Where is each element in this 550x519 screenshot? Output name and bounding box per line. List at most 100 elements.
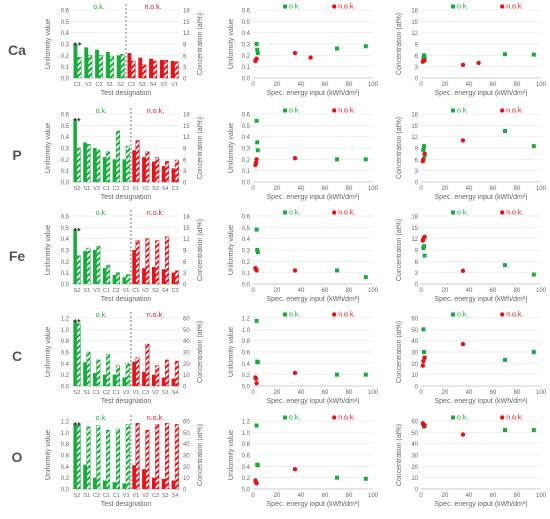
uniformity-scatter-p-y-axis-tick-6: 0.6 xyxy=(242,113,251,119)
bar-chart-ca-category-0: C1 xyxy=(74,82,81,88)
concentration-scatter-fe-legend-nok-marker xyxy=(500,210,505,215)
uniformity-scatter-p-x-tick-0: 0 xyxy=(251,186,255,192)
concentration-scatter-fe-point-nok-3 xyxy=(460,268,466,273)
bar-chart-fe-category-6: C1 xyxy=(132,288,139,294)
bar-chart-ca-concentration-bar-3 xyxy=(109,55,114,79)
uniformity-scatter-c-y-axis-tick-3: 0.6 xyxy=(242,351,251,357)
bar-chart-fe-ylabel-right: Concentration (at%) xyxy=(197,219,204,281)
uniformity-scatter-p-legend-nok-marker xyxy=(332,108,337,113)
bar-chart-p-label-nok: n.o.k. xyxy=(147,108,164,115)
bar-chart-o-uniformity-bar-5 xyxy=(122,483,126,489)
concentration-scatter-p-x-tick-5: 100 xyxy=(536,186,547,192)
uniformity-scatter-o-point-nok-3 xyxy=(292,466,298,472)
concentration-scatter-fe-y-axis-tick-6: 18 xyxy=(411,215,418,221)
bar-chart-p-xlabel: Test designation xyxy=(101,194,152,201)
concentration-scatter-p-legend-ok-label: o.k. xyxy=(457,108,468,115)
bar-chart-o-category-9: S3 xyxy=(162,493,169,499)
bar-chart-o-concentration-bar-2 xyxy=(96,425,101,490)
uniformity-scatter-fe-point-nok-2 xyxy=(254,268,259,273)
bar-chart-ca-left-axis-tick-5: 0.5 xyxy=(61,20,70,26)
bar-chart-ca-concentration-bar-5 xyxy=(131,60,136,79)
concentration-scatter-p-y-axis-tick-6: 18 xyxy=(411,113,418,119)
concentration-scatter-c-point-ok-4 xyxy=(531,350,536,354)
concentration-scatter-p-legend-nok-marker xyxy=(500,108,505,113)
bar-chart-p-concentration-bar-3 xyxy=(106,151,111,183)
concentration-scatter-p-legend-ok-marker xyxy=(451,108,455,113)
uniformity-scatter-fe-y-axis-tick-5: 0.5 xyxy=(242,226,251,232)
bar-chart-fe-left-axis-tick-6: 0.6 xyxy=(61,215,70,221)
bar-chart-fe-concentration-bar-10 xyxy=(174,270,179,285)
bar-chart-p-uniformity-bar-3 xyxy=(102,157,107,182)
uniformity-scatter-ca-y-axis-tick-2: 0.2 xyxy=(242,54,251,60)
bar-chart-ca-uniformity-bar-3 xyxy=(105,51,110,78)
bar-chart-o-uniformity-bar-3 xyxy=(102,480,107,489)
concentration-scatter-p-x-tick-0: 0 xyxy=(419,186,423,192)
bar-chart-ca-uniformity-bar-6 xyxy=(138,57,143,78)
uniformity-scatter-fe-x-tick-0: 0 xyxy=(251,288,255,294)
uniformity-scatter-fe-y-axis-tick-4: 0.4 xyxy=(242,237,251,243)
concentration-scatter-o-y-axis-tick-6: 60 xyxy=(411,420,418,426)
bar-chart-ca-uniformity-bar-9 xyxy=(170,61,175,78)
concentration-scatter-o-y-axis-tick-3: 30 xyxy=(411,454,418,460)
concentration-scatter-o-point-ok-3 xyxy=(503,428,507,433)
concentration-scatter-c-point-ok-1 xyxy=(422,350,426,354)
bar-chart-c-category-10: S4 xyxy=(172,390,179,396)
bar-chart-p-left-arrow-icon xyxy=(73,117,76,122)
bar-chart-fe-left-axis-tick-5: 0.5 xyxy=(61,226,70,232)
uniformity-scatter-c-point-ok-0 xyxy=(254,318,259,323)
bar-chart-fe-left-axis-tick-3: 0.3 xyxy=(61,249,70,255)
bar-chart-c-uniformity-bar-0 xyxy=(73,320,77,386)
concentration-scatter-p-point-ok-1 xyxy=(422,144,426,149)
bar-chart-c-uniformity-bar-10 xyxy=(171,378,176,386)
uniformity-scatter-o-legend-nok-marker xyxy=(332,415,337,420)
uniformity-scatter-fe-y-axis-tick-6: 0.6 xyxy=(242,215,251,221)
uniformity-scatter-ca-y-axis-tick-5: 0.5 xyxy=(242,20,251,26)
bar-chart-fe-right-axis-tick-4: 12 xyxy=(183,237,190,243)
bar-chart-o-category-0: S2 xyxy=(74,493,81,499)
uniformity-scatter-fe-y-axis-tick-3: 0.3 xyxy=(242,249,251,255)
concentration-scatter-fe-y-axis-tick-0: 0 xyxy=(415,283,419,289)
bar-chart-fe-label-ok: o.k. xyxy=(96,210,107,217)
bar-chart-fe-right-axis-tick-6: 18 xyxy=(183,215,190,221)
bar-chart-p-concentration-bar-7 xyxy=(145,151,150,183)
bar-chart-ca-left-axis-tick-6: 0.6 xyxy=(61,9,70,15)
row-label-fe: Fe xyxy=(8,248,26,264)
bar-chart-o-uniformity-bar-7 xyxy=(142,469,146,489)
uniformity-scatter-p-y-axis-tick-0: 0.0 xyxy=(242,181,251,187)
concentration-scatter-ca-legend-nok-marker xyxy=(500,4,505,9)
uniformity-scatter-ca-point-nok-4 xyxy=(308,55,313,60)
bar-chart-ca-category-9: V1 xyxy=(171,82,178,88)
bar-chart-o-left-axis-tick-6: 1.2 xyxy=(61,420,70,426)
uniformity-scatter-ca-point-ok-4 xyxy=(363,44,368,49)
bar-chart-p-concentration-bar-9 xyxy=(165,160,170,183)
bar-chart-p-uniformity-bar-2 xyxy=(93,148,97,182)
concentration-scatter-o-y-axis-tick-5: 50 xyxy=(411,431,418,437)
bar-chart-o-concentration-bar-1 xyxy=(86,426,91,490)
concentration-scatter-p-point-nok-2 xyxy=(422,151,427,156)
concentration-scatter-fe-x-tick-0: 0 xyxy=(419,288,423,294)
concentration-scatter-c-point-ok-3 xyxy=(503,357,507,362)
bar-chart-ca-uniformity-bar-7 xyxy=(149,58,153,78)
bar-chart-p-right-arrow-icon xyxy=(77,117,81,122)
bar-chart-c-left-axis-tick-0: 0.0 xyxy=(61,385,70,391)
bar-chart-c-concentration-bar-7 xyxy=(145,343,150,387)
bar-chart-c-concentration-bar-9 xyxy=(165,359,170,387)
concentration-scatter-o-ylabel: Concentration (at%) xyxy=(396,424,403,486)
bar-chart-fe-category-2: V3 xyxy=(93,288,100,294)
bar-chart-c-category-1: S1 xyxy=(83,390,90,396)
bar-chart-o-left-axis-tick-0: 0.0 xyxy=(61,488,70,494)
uniformity-scatter-c-x-tick-4: 80 xyxy=(346,390,353,396)
bar-chart-fe-uniformity-bar-7 xyxy=(142,268,146,284)
concentration-scatter-ca-x-tick-4: 80 xyxy=(514,82,521,88)
bar-chart-c-category-3: C2 xyxy=(103,390,110,396)
uniformity-scatter-o-y-axis-tick-2: 0.4 xyxy=(242,465,251,471)
concentration-scatter-p-y-axis-tick-1: 3 xyxy=(415,169,419,175)
concentration-scatter-p-point-ok-4 xyxy=(531,144,536,149)
uniformity-scatter-p-ylabel: Uniformity value xyxy=(228,123,235,173)
bar-chart-o-category-6: V1 xyxy=(132,493,139,499)
bar-chart-p-left-axis-tick-0: 0.0 xyxy=(61,181,70,187)
bar-chart-c-left-axis-tick-5: 1.0 xyxy=(61,328,70,334)
uniformity-scatter-ca-x-tick-2: 40 xyxy=(298,82,305,88)
bar-chart-c-ylabel-right: Concentration (at%) xyxy=(197,321,204,383)
